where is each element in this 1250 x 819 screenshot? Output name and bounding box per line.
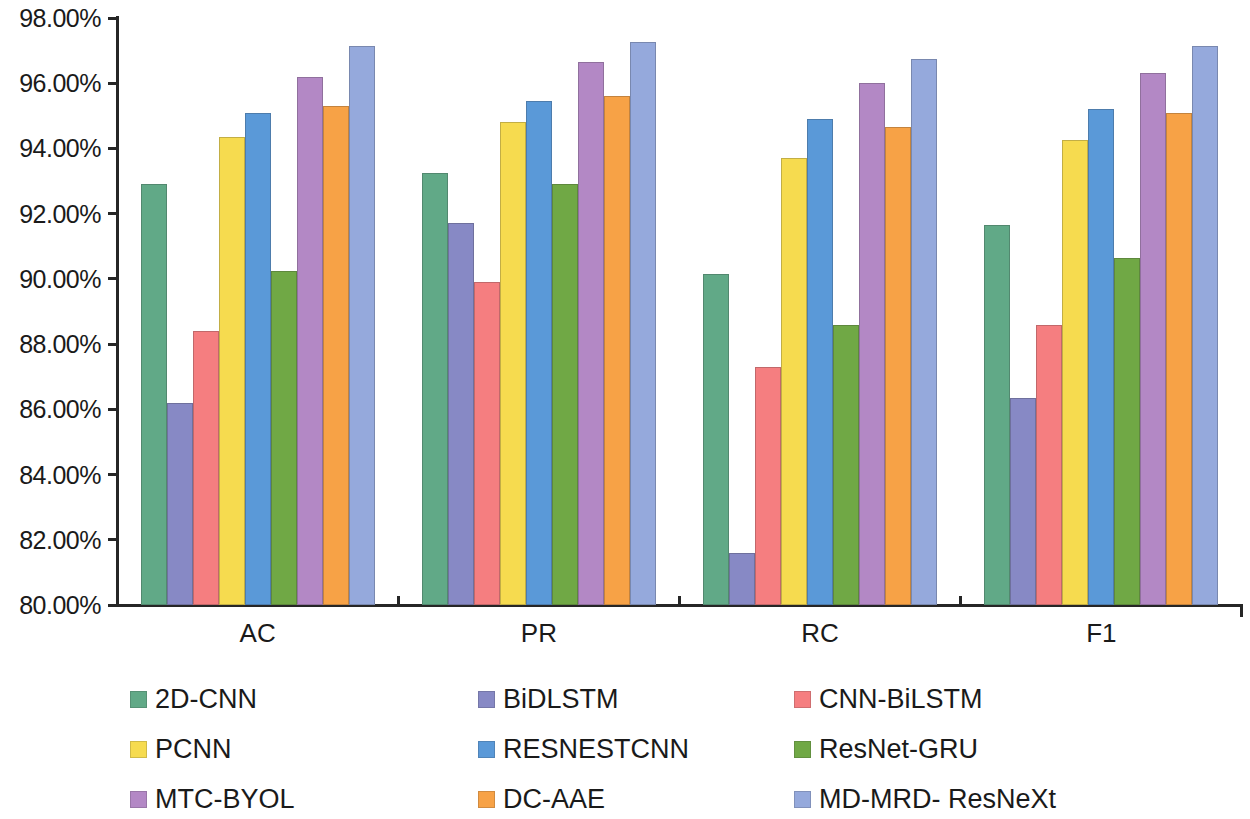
bar-resnestcnn-pr [526,101,552,605]
bar-resnestcnn-rc [807,119,833,605]
legend-swatch-icon [130,791,147,808]
y-axis-tick [108,343,117,346]
bar-md-mrd-resnext-rc [911,59,937,605]
bar-2d-cnn-ac [141,184,167,605]
legend-item-mtc-byol: MTC-BYOL [130,774,478,819]
y-axis-tick-label: 86.00% [0,393,101,425]
x-axis-tick [678,596,681,604]
x-axis-category-label: F1 [961,618,1242,649]
bar-mtc-byol-f1 [1140,73,1166,605]
legend-swatch-icon [478,741,495,758]
y-axis-tick-label: 98.00% [0,2,101,34]
bar-pcnn-pr [500,122,526,605]
bar-resnet-gru-rc [833,325,859,605]
y-axis-tick [108,147,117,150]
legend-label: CNN-BiLSTM [819,684,983,715]
bar-2d-cnn-pr [422,173,448,605]
legend-swatch-icon [794,791,811,808]
bar-dc-aae-ac [323,106,349,605]
legend-item-2d-cnn: 2D-CNN [130,674,478,724]
legend-label: PCNN [155,734,232,765]
y-axis-tick [108,604,117,607]
bar-mtc-byol-rc [859,83,885,605]
bar-pcnn-rc [781,158,807,605]
legend-label: MD-MRD- ResNeXt [819,784,1056,815]
y-axis-tick [108,277,117,280]
bar-2d-cnn-f1 [984,225,1010,605]
bar-bidlstm-pr [448,223,474,605]
legend-item-bidlstm: BiDLSTM [478,674,794,724]
legend-label: DC-AAE [503,784,605,815]
y-axis-tick-label: 90.00% [0,263,101,295]
bar-cnn-bilstm-rc [755,367,781,605]
x-axis-end-tick [1240,604,1243,617]
legend-label: BiDLSTM [503,684,619,715]
legend-item-dc-aae: DC-AAE [478,774,794,819]
y-axis-tick-label: 88.00% [0,328,101,360]
bar-2d-cnn-rc [703,274,729,605]
x-axis-category-label: RC [680,618,961,649]
y-axis-tick-label: 96.00% [0,67,101,99]
legend-swatch-icon [794,741,811,758]
legend-label: ResNet-GRU [819,734,978,765]
x-axis-category-label: AC [117,618,398,649]
bar-chart: 98.00% 96.00% 94.00% 92.00% 90.00% 88.00% 86.0… [0,0,1250,819]
legend-label: MTC-BYOL [155,784,295,815]
bar-cnn-bilstm-pr [474,282,500,605]
bar-dc-aae-pr [604,96,630,605]
bar-resnet-gru-f1 [1114,258,1140,605]
y-axis-tick [108,408,117,411]
legend-swatch-icon [794,691,811,708]
bar-md-mrd-resnext-f1 [1192,46,1218,605]
bar-cnn-bilstm-ac [193,331,219,605]
bar-md-mrd-resnext-pr [630,42,656,605]
y-axis-tick [108,82,117,85]
legend-swatch-icon [130,691,147,708]
legend-item-resnet-gru: ResNet-GRU [794,724,1056,774]
y-axis-tick [108,538,117,541]
legend-item-resnestcnn: RESNESTCNN [478,724,794,774]
y-axis-tick-label: 82.00% [0,524,101,556]
bar-pcnn-ac [219,137,245,605]
y-axis-line [116,16,119,607]
chart-legend: 2D-CNN BiDLSTM CNN-BiLSTM PCNN RESNESTCNN Res… [130,674,1056,819]
y-axis-tick-label: 80.00% [0,589,101,621]
legend-item-cnn-bilstm: CNN-BiLSTM [794,674,1056,724]
y-axis-tick-label: 94.00% [0,132,101,164]
bar-dc-aae-rc [885,127,911,605]
y-axis-tick [108,473,117,476]
bar-mtc-byol-pr [578,62,604,605]
bar-bidlstm-ac [167,403,193,605]
x-axis-tick [397,596,400,604]
legend-label: 2D-CNN [155,684,257,715]
legend-swatch-icon [130,741,147,758]
bar-resnet-gru-pr [552,184,578,605]
bar-resnestcnn-ac [245,113,271,605]
legend-item-pcnn: PCNN [130,724,478,774]
legend-swatch-icon [478,691,495,708]
y-axis-tick-label: 92.00% [0,198,101,230]
bar-pcnn-f1 [1062,140,1088,605]
legend-swatch-icon [478,791,495,808]
bar-bidlstm-rc [729,553,755,605]
y-axis-tick-label: 84.00% [0,459,101,491]
bar-bidlstm-f1 [1010,398,1036,605]
x-axis-category-label: PR [398,618,679,649]
legend-label: RESNESTCNN [503,734,689,765]
bar-mtc-byol-ac [297,77,323,605]
x-axis-tick [959,596,962,604]
bar-resnet-gru-ac [271,271,297,605]
y-axis-tick [108,212,117,215]
bar-dc-aae-f1 [1166,113,1192,605]
y-axis-tick [108,17,117,20]
bar-cnn-bilstm-f1 [1036,325,1062,605]
legend-item-md-mrd-resnext: MD-MRD- ResNeXt [794,774,1056,819]
bar-resnestcnn-f1 [1088,109,1114,605]
bar-md-mrd-resnext-ac [349,46,375,605]
